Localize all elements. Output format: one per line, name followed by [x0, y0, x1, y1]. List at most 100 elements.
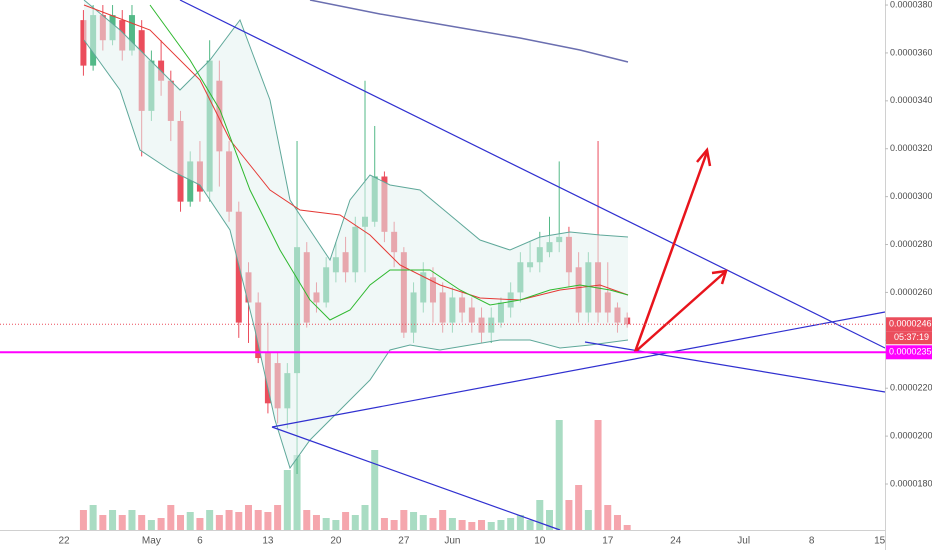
- volume-bar: [380, 518, 388, 530]
- trend-line: [271, 311, 886, 428]
- arrows: [633, 147, 728, 353]
- volume-bar: [225, 510, 233, 530]
- volume-bar: [565, 500, 573, 530]
- volume-bar: [293, 455, 301, 530]
- volume-bar: [497, 520, 505, 530]
- arrow-head: [696, 147, 712, 167]
- price-label-box: [886, 317, 932, 332]
- bollinger-band: [84, 0, 628, 468]
- volume-bar: [604, 505, 612, 530]
- volume-bar: [147, 520, 155, 530]
- trend-line: [179, 0, 886, 349]
- x-tick-label: 10: [534, 536, 546, 547]
- price-label: 0.00002350: [889, 347, 932, 357]
- arrow-head: [711, 269, 728, 285]
- volume-bar: [186, 512, 194, 530]
- volume-bar: [410, 512, 418, 530]
- volume-bar: [439, 510, 447, 530]
- volume-bar: [157, 518, 165, 530]
- moving-average-long: [309, 0, 629, 63]
- volume-bar: [468, 522, 476, 530]
- volume-bar: [536, 500, 544, 530]
- volume-bar: [99, 515, 107, 530]
- arrow: [633, 151, 709, 353]
- volume-bar: [322, 518, 330, 530]
- price-label: 0.00002467: [889, 319, 932, 329]
- volume-bar: [118, 515, 126, 530]
- arrow: [634, 271, 726, 353]
- volume-bar: [283, 470, 291, 530]
- x-tick-label: 24: [670, 536, 682, 547]
- volume-bar: [507, 518, 515, 530]
- volume-bar: [235, 512, 243, 530]
- volume-bar: [429, 518, 437, 530]
- x-tick-label: Jun: [444, 536, 460, 547]
- volume-bar: [351, 515, 359, 530]
- volume-bar: [332, 520, 340, 530]
- volume-bar: [177, 515, 185, 530]
- volume-bar: [274, 505, 282, 530]
- volume-bar: [138, 515, 146, 530]
- x-tick-label: 27: [398, 536, 410, 547]
- volume-bar: [264, 512, 272, 530]
- x-tick-label: Jul: [737, 536, 750, 547]
- volume-bar: [487, 522, 495, 530]
- y-tick-label: 0.00003800: [890, 0, 932, 9]
- volume-bar: [206, 510, 214, 530]
- volume-bar: [478, 520, 486, 530]
- volume-bar: [342, 512, 350, 530]
- candle-body: [128, 15, 135, 51]
- volume-bar: [167, 505, 175, 530]
- x-tick-label: 20: [330, 536, 342, 547]
- volume-bar: [575, 485, 583, 530]
- volume-bar: [312, 515, 320, 530]
- price-label-box: [886, 345, 932, 360]
- volume-bar: [109, 510, 117, 530]
- volume-bar: [371, 450, 379, 530]
- bollinger-lower: [83, 39, 629, 470]
- volume-bar: [623, 525, 631, 530]
- volume-bar: [594, 420, 602, 530]
- x-tick-label: 15: [874, 536, 886, 547]
- volume-bar: [516, 515, 524, 530]
- volume-bar: [254, 510, 262, 530]
- countdown-box: [886, 331, 932, 345]
- x-tick-label: May: [142, 536, 161, 547]
- volume-bar: [613, 515, 621, 530]
- trend-line: [271, 426, 561, 531]
- candle-body: [187, 161, 194, 202]
- volume-bar: [361, 505, 369, 530]
- volume-bar: [244, 505, 252, 530]
- volume-bar: [546, 510, 553, 530]
- volume-bar: [215, 515, 223, 530]
- volume-bar: [448, 518, 456, 530]
- volume-bar: [196, 518, 204, 530]
- volume-bar: [584, 510, 592, 530]
- x-tick-label: 6: [197, 536, 203, 547]
- bollinger-upper: [83, 0, 629, 262]
- moving-average-red: [83, 4, 629, 301]
- moving-average-green: [149, 4, 629, 321]
- volume-bar: [400, 510, 408, 530]
- x-tick-label: 22: [58, 536, 70, 547]
- x-tick-label: 8: [809, 536, 815, 547]
- x-tick-label: 13: [262, 536, 274, 547]
- countdown: 05:37:19: [894, 332, 929, 342]
- candle-body: [80, 20, 87, 66]
- volume-bar: [555, 420, 563, 530]
- volume-bar: [390, 520, 398, 530]
- volume-bar: [526, 520, 534, 530]
- volume-bar: [303, 510, 311, 530]
- x-tick-label: 17: [602, 536, 614, 547]
- trend-line: [584, 341, 886, 393]
